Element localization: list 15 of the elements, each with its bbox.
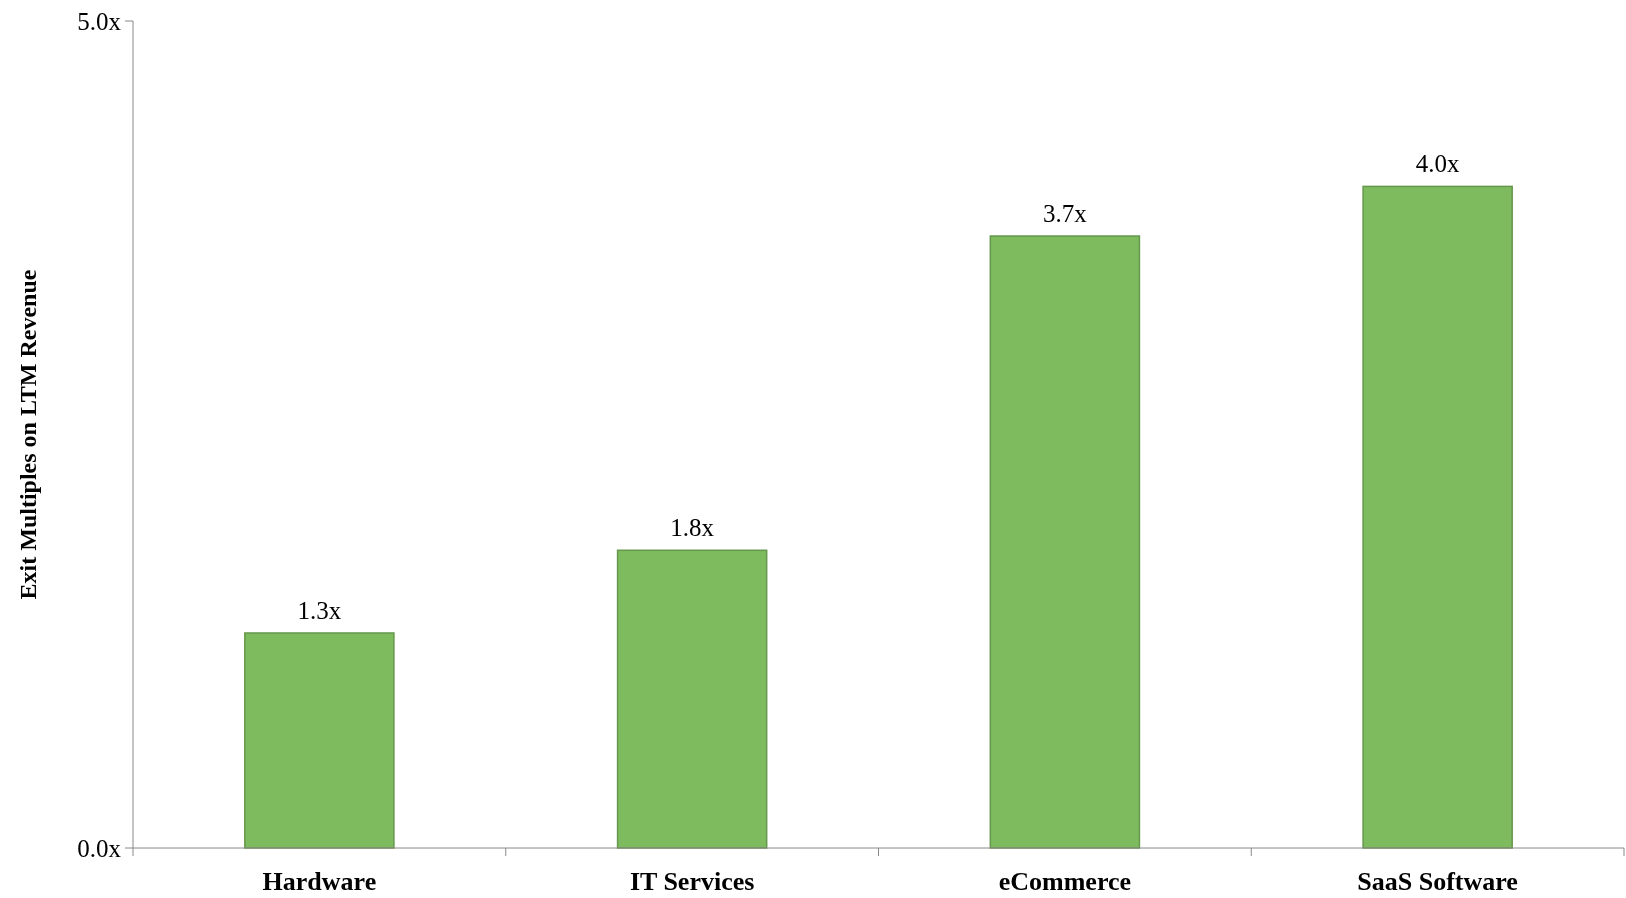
data-label: 4.0x bbox=[1415, 150, 1460, 178]
bar bbox=[1362, 185, 1513, 849]
data-label: 3.7x bbox=[1043, 200, 1088, 228]
x-tick-label: SaaS Software bbox=[1357, 867, 1518, 896]
bar bbox=[989, 235, 1141, 849]
x-tick-label: Hardware bbox=[262, 867, 377, 896]
bar bbox=[616, 549, 768, 849]
data-label: 1.3x bbox=[297, 596, 342, 624]
x-tick-label: IT Services bbox=[629, 867, 755, 896]
y-tick-label: 5.0x bbox=[77, 7, 122, 35]
data-label: 1.8x bbox=[670, 514, 715, 542]
y-axis-title: Exit Multiples on LTM Revenue bbox=[15, 269, 41, 600]
y-tick-label: 0.0x bbox=[77, 834, 122, 862]
x-tick-label: eCommerce bbox=[998, 867, 1132, 896]
bar bbox=[244, 632, 395, 849]
